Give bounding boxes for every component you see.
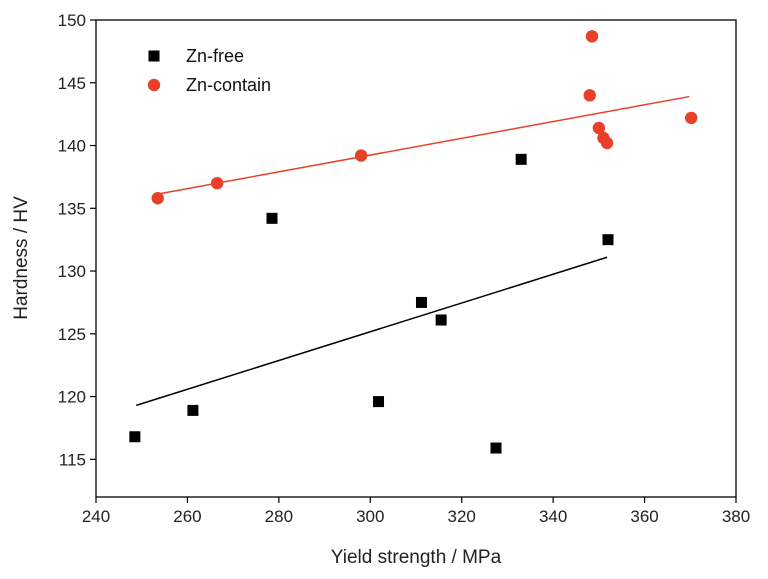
x-tick-label: 300: [356, 507, 384, 526]
legend: Zn-free Zn-contain: [147, 46, 271, 95]
x-tick-label: 240: [82, 507, 110, 526]
x-tick-label: 360: [630, 507, 658, 526]
x-axis-title: Yield strength / MPa: [331, 547, 502, 568]
point-zn-free: [187, 404, 199, 416]
x-tick-label: 340: [539, 507, 567, 526]
legend-marker-zn-contain: [147, 78, 161, 92]
point-zn-contain: [210, 176, 224, 190]
legend-label: Zn-contain: [186, 75, 271, 95]
point-zn-free: [602, 234, 614, 246]
y-axis-title: Hardness / HV: [11, 196, 32, 320]
fit-line-zn-contain: [155, 95, 690, 196]
fit-lines: [136, 95, 690, 407]
legend-label: Zn-free: [186, 46, 244, 66]
point-zn-free: [515, 153, 527, 165]
y-tick-label: 140: [58, 137, 86, 156]
point-zn-free: [490, 442, 502, 454]
plot-frame: [95, 19, 737, 498]
point-zn-contain: [354, 149, 368, 162]
x-tick-label: 260: [173, 507, 201, 526]
x-tick-label: 280: [265, 507, 293, 526]
fit-line-zn-free: [136, 256, 608, 407]
y-tick-label: 115: [59, 450, 86, 469]
legend-marker-zn-free: [148, 50, 160, 62]
point-zn-free: [415, 296, 427, 308]
point-zn-contain: [583, 89, 596, 102]
point-zn-free: [435, 314, 447, 326]
point-zn-contain: [585, 30, 599, 43]
point-zn-contain: [151, 192, 164, 205]
data-points: [129, 30, 698, 454]
point-zn-free: [129, 431, 141, 443]
y-tick-label: 130: [58, 262, 86, 281]
point-zn-contain: [685, 111, 698, 125]
y-axis: 115 120 125 130 135 140 145 150: [58, 11, 96, 469]
point-zn-free: [373, 396, 385, 408]
y-tick-label: 150: [58, 11, 86, 30]
y-tick-label: 125: [58, 325, 86, 344]
point-zn-free: [266, 212, 278, 224]
y-tick-label: 135: [58, 199, 86, 218]
y-tick-label: 120: [58, 388, 86, 407]
x-tick-label: 320: [448, 507, 476, 526]
x-axis: 240 260 280 300 320 340 360 380: [82, 497, 750, 526]
x-tick-label: 380: [722, 507, 750, 526]
point-zn-contain: [592, 121, 606, 135]
y-tick-label: 145: [58, 74, 86, 93]
point-zn-contain: [600, 136, 614, 150]
